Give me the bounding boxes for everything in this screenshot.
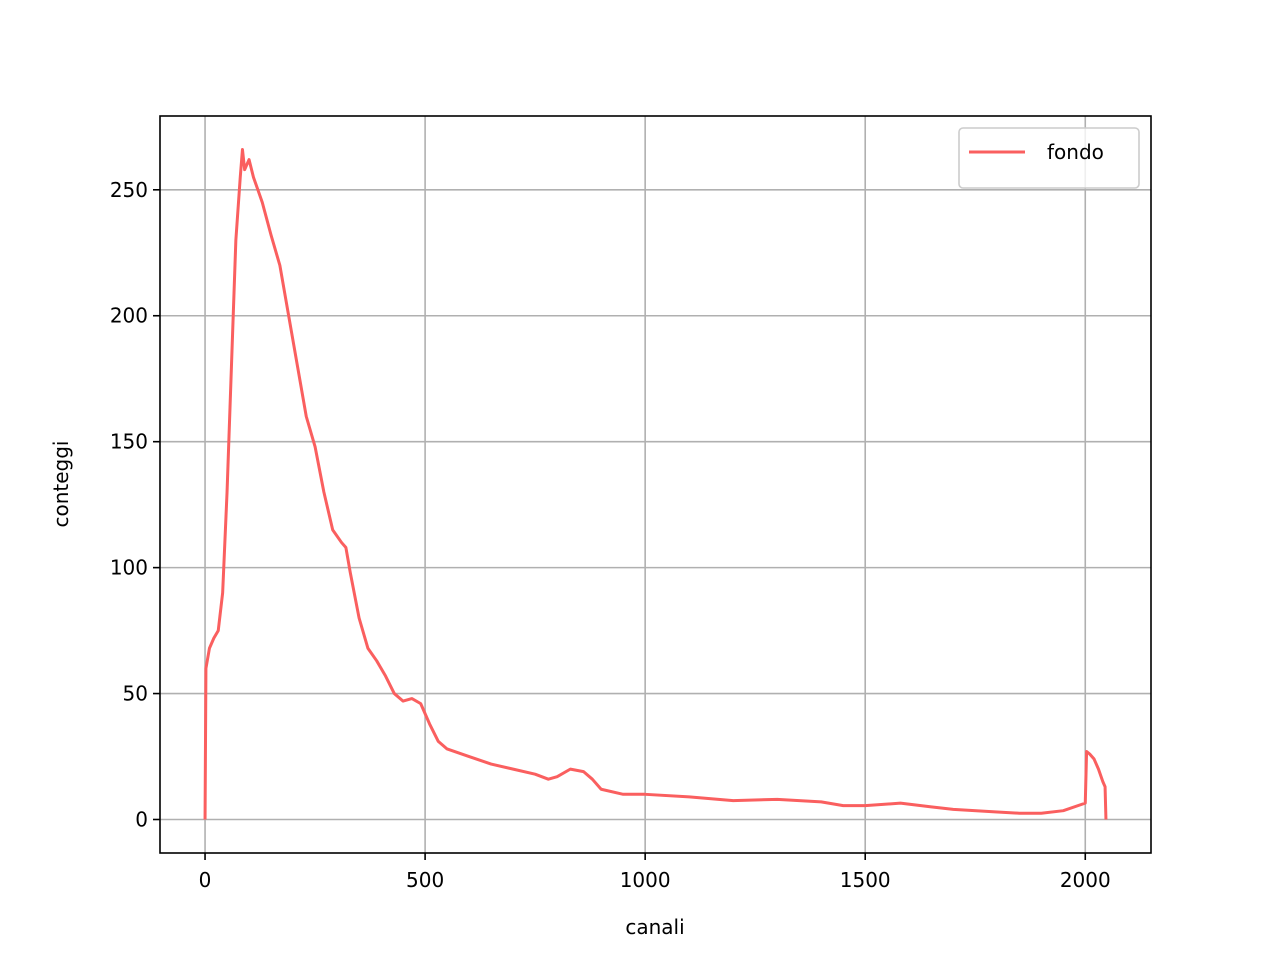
y-tick-label: 150 (110, 430, 148, 454)
y-tick-label: 0 (135, 808, 148, 832)
x-tick-label: 500 (406, 868, 444, 892)
x-tick-label: 1500 (840, 868, 891, 892)
x-tick-label: 1000 (620, 868, 671, 892)
data-line (203, 148, 1108, 820)
legend-label: fondo (1047, 140, 1104, 164)
y-tick-label: 200 (110, 304, 148, 328)
y-axis-label: conteggi (49, 440, 73, 527)
x-axis-label: canali (625, 915, 684, 939)
plot-frame (159, 115, 1152, 854)
x-tick-label: 2000 (1060, 868, 1111, 892)
y-tick-label: 250 (110, 178, 148, 202)
legend-box (958, 127, 1140, 189)
y-tick-label: 100 (110, 556, 148, 580)
x-tick-label: 0 (199, 868, 212, 892)
y-tick-label: 50 (123, 682, 148, 706)
